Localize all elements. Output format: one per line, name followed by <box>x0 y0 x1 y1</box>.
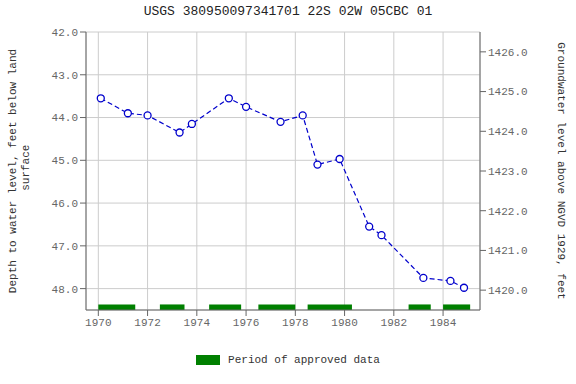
svg-text:46.0: 46.0 <box>52 198 78 210</box>
svg-text:48.0: 48.0 <box>52 284 78 296</box>
svg-text:1424.0: 1424.0 <box>488 126 528 138</box>
svg-text:1976: 1976 <box>233 317 259 329</box>
svg-text:1426.0: 1426.0 <box>488 47 528 59</box>
svg-text:47.0: 47.0 <box>52 241 78 253</box>
svg-text:1982: 1982 <box>381 317 407 329</box>
svg-text:1980: 1980 <box>331 317 357 329</box>
svg-text:43.0: 43.0 <box>52 70 78 82</box>
svg-text:1978: 1978 <box>282 317 308 329</box>
svg-text:1425.0: 1425.0 <box>488 86 528 98</box>
html-text:USGS 380950097341701 22S 02W 0: USGS 380950097341701 22S 02W 05CBC 01 <box>143 4 433 19</box>
html-text:Groundwater level above NGVD 1: Groundwater level above NGVD 1929, feet <box>554 42 567 300</box>
svg-text:1970: 1970 <box>85 317 111 329</box>
svg-text:1423.0: 1423.0 <box>488 166 528 178</box>
svg-text:1421.0: 1421.0 <box>488 245 528 257</box>
html-text:Depth to water level, feet bel: Depth to water level, feet below land su… <box>7 48 32 294</box>
svg-text:1420.0: 1420.0 <box>488 285 528 297</box>
svg-text:44.0: 44.0 <box>52 112 78 124</box>
html-text:Period of approved data: Period of approved data <box>228 354 380 366</box>
svg-text:1984: 1984 <box>430 317 457 329</box>
svg-text:1974: 1974 <box>184 317 211 329</box>
svg-text:45.0: 45.0 <box>52 155 78 167</box>
svg-text:42.0: 42.0 <box>52 27 78 39</box>
svg-text:1422.0: 1422.0 <box>488 206 528 218</box>
svg-text:1972: 1972 <box>134 317 160 329</box>
